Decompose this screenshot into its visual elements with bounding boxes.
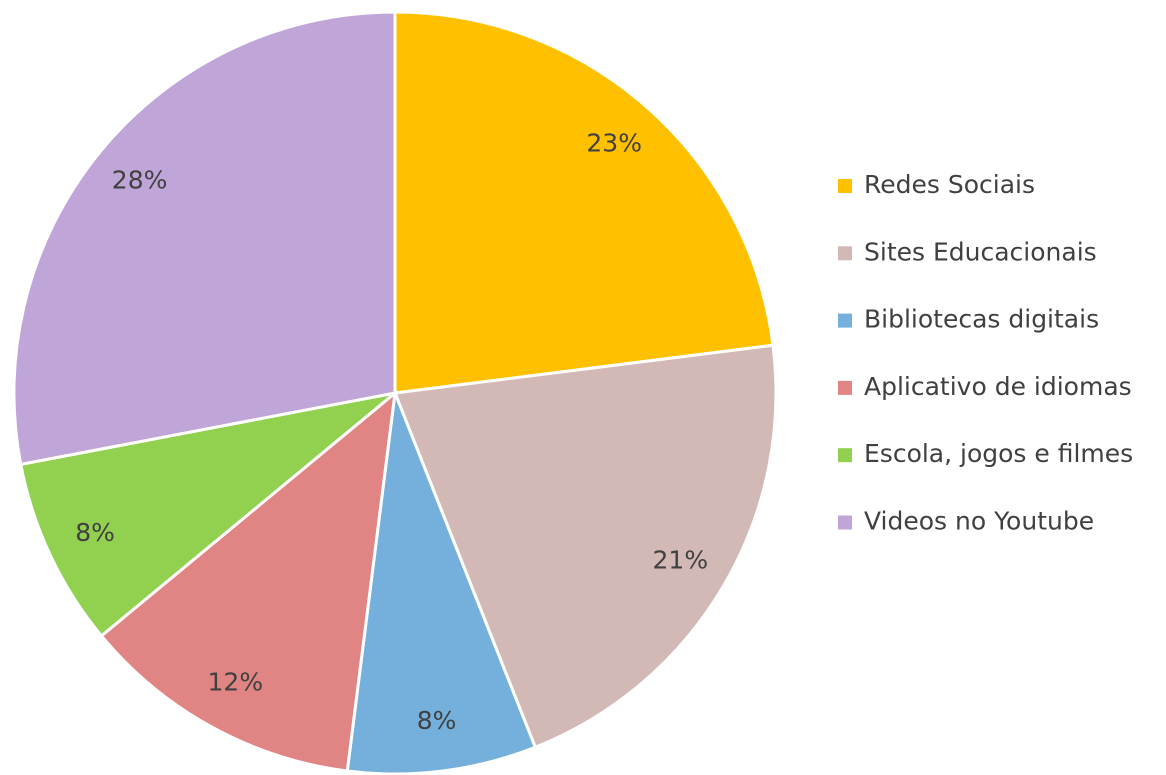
legend-label: Videos no Youtube — [864, 507, 1094, 536]
pie-slice — [345, 392, 538, 775]
legend-swatch — [838, 313, 852, 328]
data-label: 21% — [653, 546, 709, 575]
legend-label: Redes Sociais — [864, 170, 1035, 199]
pie-slice — [392, 343, 778, 750]
legend-swatch — [838, 380, 852, 395]
pie-slice — [18, 391, 396, 638]
data-label: 28% — [112, 166, 168, 195]
data-label: 12% — [208, 667, 264, 696]
pie-slice — [12, 10, 397, 467]
data-label: 23% — [586, 128, 642, 157]
legend-label: Escola, jogos e filmes — [864, 439, 1133, 468]
pie-slice — [99, 389, 397, 773]
legend-swatch — [838, 179, 852, 193]
data-label: 8% — [75, 518, 115, 547]
legend-label: Bibliotecas digitais — [864, 305, 1099, 334]
legend-swatch — [838, 448, 852, 463]
legend-swatch — [838, 246, 852, 261]
legend-label: Sites Educacionais — [864, 237, 1097, 266]
legend-label: Aplicativo de idiomas — [864, 372, 1132, 401]
legend-swatch — [838, 515, 852, 530]
pie-slice — [393, 10, 775, 395]
data-label: 8% — [417, 706, 457, 735]
